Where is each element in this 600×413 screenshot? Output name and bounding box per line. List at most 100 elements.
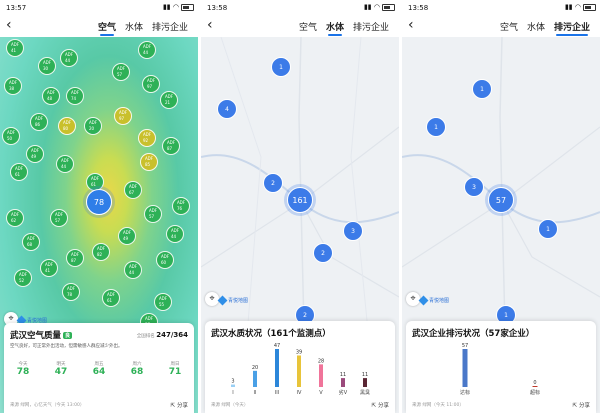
city-monitor-cluster[interactable]: 161	[287, 187, 313, 213]
monitor-cluster[interactable]: 3	[343, 221, 363, 241]
station-marker[interactable]: ADF 61	[10, 163, 28, 181]
enterprise-cluster[interactable]: 3	[464, 177, 484, 197]
locate-icon[interactable]: ⌖	[406, 292, 420, 306]
tab-water[interactable]: 水体	[526, 23, 545, 33]
station-marker[interactable]: ADF 49	[26, 145, 44, 163]
back-arrow-icon[interactable]: ‹	[408, 17, 414, 33]
city-enterprise-cluster[interactable]: 57	[488, 187, 514, 213]
station-marker[interactable]: ADF 92	[138, 129, 156, 147]
enterprise-cluster[interactable]: 1	[538, 219, 558, 239]
chart-value-label: 39	[296, 349, 302, 355]
card-title: 武汉空气质量良	[10, 329, 73, 341]
station-marker[interactable]: ADF 87	[66, 249, 84, 267]
city-aqi-marker[interactable]: 78	[86, 189, 112, 215]
share-icon: ⇱	[371, 403, 377, 409]
monitor-cluster[interactable]: 2	[263, 173, 283, 193]
station-marker[interactable]: ADF 44	[166, 225, 184, 243]
map-logo: 青悦地图	[418, 295, 450, 306]
tab-water[interactable]: 水体	[124, 23, 143, 33]
system-icons: ▮▮ ◠	[163, 3, 194, 11]
enterprise-cluster[interactable]: 1	[426, 117, 446, 137]
station-marker[interactable]: ADF 61	[86, 173, 104, 191]
forecast-day: 周五 64	[86, 361, 112, 377]
station-marker[interactable]: ADF 55	[154, 293, 172, 311]
tab-air[interactable]: 空气	[298, 23, 317, 33]
battery-icon	[181, 3, 194, 11]
monitor-cluster[interactable]: 4	[217, 99, 237, 119]
station-marker[interactable]: ADF 85	[140, 153, 158, 171]
rank-label: 全国排名	[136, 334, 155, 339]
chart-category-label: IV	[297, 390, 302, 396]
station-marker[interactable]: ADF 97	[114, 107, 132, 125]
station-marker[interactable]: ADF 82	[92, 243, 110, 261]
card-title: 武汉企业排污状况（57家企业）	[412, 329, 535, 339]
share-button[interactable]: ⇱ 分享	[573, 401, 590, 409]
station-marker[interactable]: ADF 87	[162, 137, 180, 155]
status-time: 13:57	[6, 4, 27, 12]
top-nav: ‹ 空气 水体 排污企业	[0, 15, 198, 37]
back-arrow-icon[interactable]: ‹	[207, 17, 213, 33]
forecast-day: 明天 47	[48, 361, 74, 377]
logo-text: 青悦地图	[27, 318, 48, 324]
tab-water[interactable]: 水体	[326, 20, 344, 36]
enterprise-cluster[interactable]: 1	[472, 79, 492, 99]
station-marker[interactable]: ADF 44	[124, 261, 142, 279]
system-icons: ▮▮ ◠	[565, 3, 596, 11]
logo-text: 青悦地图	[429, 298, 450, 304]
tab-polluters[interactable]: 排污企业	[352, 23, 389, 33]
top-nav: ‹ 空气 水体 排污企业	[402, 15, 600, 37]
station-marker[interactable]: ADF 78	[62, 283, 80, 301]
station-marker[interactable]: ADF 20	[84, 117, 102, 135]
station-marker[interactable]: ADF 74	[66, 87, 84, 105]
data-source: 来源 绿网，心忆天气（今天 13:00）	[10, 403, 85, 408]
chart-bar	[363, 378, 367, 387]
tab-polluters[interactable]: 排污企业	[151, 23, 188, 33]
chart-value-label: 11	[362, 372, 368, 378]
station-marker[interactable]: ADF 44	[138, 41, 156, 59]
station-marker[interactable]: ADF 76	[172, 197, 190, 215]
chart-value-label: 0	[533, 380, 536, 386]
monitor-cluster[interactable]: 1	[271, 57, 291, 77]
monitor-cluster[interactable]: 2	[313, 243, 333, 263]
back-arrow-icon[interactable]: ‹	[6, 17, 12, 33]
station-marker[interactable]: ADF 30	[38, 57, 56, 75]
station-marker[interactable]: ADF 60	[156, 251, 174, 269]
tab-polluters[interactable]: 排污企业	[554, 20, 590, 36]
polluters-chart: 57 达标 0 超标	[460, 343, 540, 396]
station-marker[interactable]: ADF 80	[58, 117, 76, 135]
station-marker[interactable]: ADF 67	[124, 181, 142, 199]
station-marker[interactable]: ADF 49	[118, 227, 136, 245]
locate-icon[interactable]: ⌖	[205, 292, 219, 306]
forecast-day-label: 今天	[18, 362, 28, 367]
station-marker[interactable]: ADF 86	[30, 113, 48, 131]
chart-category-label: 超标	[530, 389, 540, 396]
tab-air[interactable]: 空气	[499, 23, 518, 33]
station-marker[interactable]: ADF 44	[56, 155, 74, 173]
station-marker[interactable]: ADF 97	[142, 75, 160, 93]
station-marker[interactable]: ADF 50	[2, 127, 20, 145]
tab-air[interactable]: 空气	[98, 20, 116, 36]
chart-bar	[231, 384, 235, 387]
station-marker[interactable]: ADF 62	[6, 209, 24, 227]
station-marker[interactable]: ADF 44	[60, 49, 78, 67]
station-marker[interactable]: ADF 48	[42, 87, 60, 105]
station-marker[interactable]: ADF 21	[160, 91, 178, 109]
status-time: 13:58	[207, 4, 228, 12]
station-marker[interactable]: ADF 68	[22, 233, 40, 251]
aqi-level-badge: 良	[63, 332, 73, 339]
forecast-day: 周六 68	[124, 361, 150, 377]
forecast-day-label: 周五	[94, 362, 104, 367]
station-marker[interactable]: ADF 38	[4, 77, 22, 95]
station-marker[interactable]: ADF 52	[14, 269, 32, 287]
status-bar: 13:57 ▮▮ ◠	[0, 0, 198, 15]
station-marker[interactable]: ADF 41	[40, 259, 58, 277]
station-marker[interactable]: ADF 61	[102, 289, 120, 307]
chart-category-label: 达标	[460, 389, 470, 396]
station-marker[interactable]: ADF 41	[6, 39, 24, 57]
share-button[interactable]: ⇱ 分享	[372, 401, 389, 409]
locate-icon[interactable]: ⌖	[4, 312, 18, 326]
share-button[interactable]: ⇱ 分享	[171, 401, 188, 409]
